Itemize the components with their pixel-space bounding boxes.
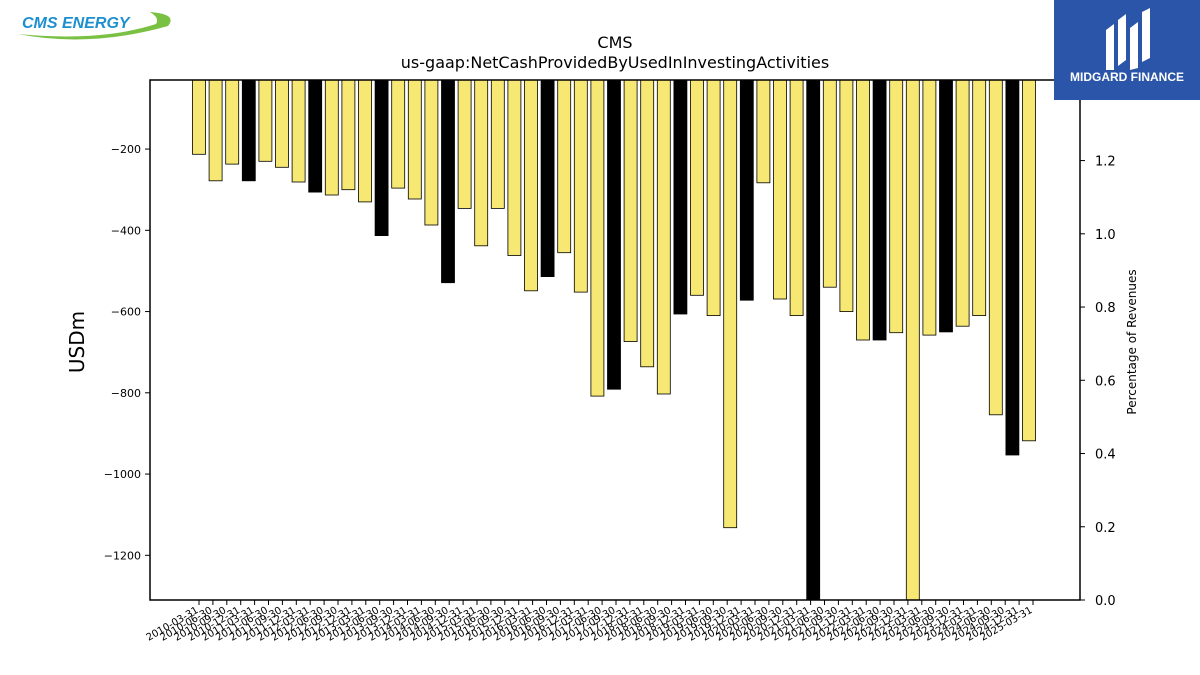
bar-2022-09-30 bbox=[1022, 79, 1036, 442]
bar-2016-03-31 bbox=[590, 79, 605, 397]
y-axis-ticks: −200 −400 −600 −800 −1000 −1200 bbox=[104, 143, 150, 562]
bar-2015-03-31 bbox=[524, 79, 538, 292]
bar-2019-06-30 bbox=[806, 79, 821, 601]
bar-2012-12-31 bbox=[374, 79, 389, 237]
chart-subtitle: us-gaap:NetCashProvidedByUsedInInvesting… bbox=[401, 53, 829, 72]
bar-2020-03-31 bbox=[856, 79, 870, 341]
bar-2016-06-30 bbox=[607, 79, 621, 390]
logo-background bbox=[1054, 0, 1200, 100]
bar-2022-03-31 bbox=[988, 79, 1003, 416]
bar-2012-06-30 bbox=[341, 79, 356, 191]
bar-2010-12-31 bbox=[241, 79, 256, 182]
bar-2017-12-31 bbox=[706, 79, 721, 317]
logo-text: MIDGARD FINANCE bbox=[1070, 70, 1184, 84]
midgard-finance-logo: MIDGARD FINANCE bbox=[1054, 0, 1200, 100]
bar-2013-06-30 bbox=[407, 79, 422, 200]
bar-2011-09-30 bbox=[291, 79, 306, 183]
bar-2020-12-31 bbox=[905, 79, 920, 601]
bar-2021-03-31 bbox=[922, 79, 937, 336]
bar-2020-06-30 bbox=[872, 79, 887, 341]
y-tick-label: −200 bbox=[111, 143, 141, 156]
bar-2014-09-30 bbox=[490, 79, 505, 209]
y2-tick-label: 0.0 bbox=[1095, 594, 1116, 609]
bar-2011-03-31 bbox=[258, 79, 273, 162]
y2-tick-label: 0.2 bbox=[1095, 521, 1116, 536]
plot-frame bbox=[149, 79, 1081, 601]
logo-swoosh bbox=[18, 12, 171, 40]
bar-2016-12-31 bbox=[640, 79, 655, 368]
bar-2019-09-30 bbox=[822, 79, 837, 288]
bar-2015-12-31 bbox=[573, 79, 588, 293]
bar-2013-03-31 bbox=[391, 79, 406, 189]
logo-mark-icon bbox=[1106, 8, 1150, 70]
bar-2013-09-30 bbox=[424, 79, 439, 226]
y-tick-label: −600 bbox=[111, 306, 141, 319]
bar-2021-06-30 bbox=[939, 79, 953, 333]
bar-2010-03-31 bbox=[192, 79, 206, 155]
y2-tick-label: 0.8 bbox=[1095, 301, 1116, 316]
bar-2012-03-31 bbox=[324, 79, 339, 196]
y-tick-label: −1200 bbox=[104, 549, 141, 562]
bar-2014-06-30 bbox=[474, 79, 489, 247]
bar-series bbox=[192, 79, 1036, 601]
bar-2018-09-30 bbox=[756, 79, 771, 184]
y2-tick-label: 0.6 bbox=[1095, 374, 1116, 389]
bar-2019-12-31 bbox=[839, 79, 854, 313]
bar-2014-12-31 bbox=[507, 79, 522, 256]
bar-2022-06-30 bbox=[1005, 79, 1020, 456]
y2-tick-label: 0.4 bbox=[1095, 448, 1116, 463]
y-tick-label: −1000 bbox=[104, 468, 141, 481]
bar-2011-12-31 bbox=[308, 79, 323, 193]
y-tick-label: −800 bbox=[111, 387, 141, 400]
bar-2014-03-31 bbox=[457, 79, 472, 209]
bar-2017-09-30 bbox=[690, 79, 704, 296]
bar-2018-06-30 bbox=[739, 79, 754, 301]
bar-2018-12-31 bbox=[773, 79, 787, 300]
bar-2020-09-30 bbox=[889, 79, 904, 334]
bar-2010-09-30 bbox=[225, 79, 240, 165]
bar-2016-09-30 bbox=[623, 79, 638, 343]
bar-2010-06-30 bbox=[208, 79, 223, 182]
cms-energy-logo: CMS ENERGY bbox=[18, 12, 171, 40]
y2-axis-ticks: 0.0 0.2 0.4 0.6 0.8 1.0 1.2 bbox=[1080, 155, 1116, 609]
x-axis-ticks: 2010-03-312010-06-302010-09-302010-12-31… bbox=[145, 600, 1035, 644]
bar-2015-09-30 bbox=[557, 79, 572, 254]
bar-2021-12-31 bbox=[972, 79, 987, 317]
y2-tick-label: 1.2 bbox=[1095, 155, 1116, 170]
bar-2019-03-31 bbox=[789, 79, 804, 317]
bar-2017-06-30 bbox=[673, 79, 688, 315]
chart-title: CMS bbox=[597, 33, 632, 52]
y-tick-label: −400 bbox=[111, 224, 141, 237]
bar-2017-03-31 bbox=[656, 79, 671, 395]
bar-2021-09-30 bbox=[955, 79, 970, 327]
logo-text: CMS ENERGY bbox=[22, 15, 131, 32]
bar-2013-12-31 bbox=[441, 79, 455, 284]
bar-2018-03-31 bbox=[723, 79, 738, 529]
bar-2015-06-30 bbox=[540, 79, 555, 278]
bar-2011-06-30 bbox=[275, 79, 289, 168]
bar-2012-09-30 bbox=[358, 79, 372, 203]
y2-tick-label: 1.0 bbox=[1095, 228, 1116, 243]
y-axis-label: USDm bbox=[65, 311, 89, 373]
y2-axis-label: Percentage of Revenues bbox=[1125, 269, 1139, 414]
